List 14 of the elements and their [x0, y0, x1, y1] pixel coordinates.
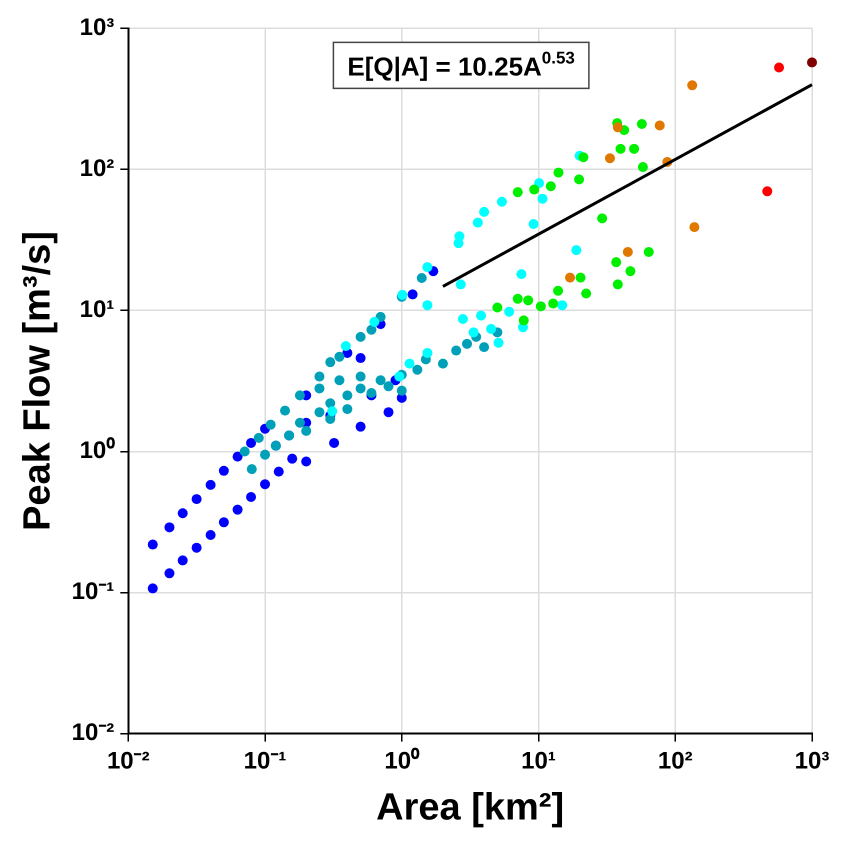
y-tick-label: 10⁻² — [72, 719, 114, 746]
x-tick-label: 10⁰ — [384, 748, 420, 775]
y-axis-title: Peak Flow [m³/s] — [16, 231, 58, 531]
x-tick-label: 10⁻¹ — [244, 748, 286, 775]
x-tick-label: 10⁻² — [106, 748, 150, 775]
x-axis-title: Area [km²] — [376, 786, 564, 829]
y-tick-label: 10⁰ — [80, 437, 116, 464]
y-tick-label: 10³ — [80, 14, 114, 42]
y-tick-label: 10² — [80, 155, 114, 182]
y-tick-label: 10¹ — [80, 296, 114, 324]
y-tick-label: 10⁻¹ — [72, 578, 114, 606]
x-tick-label: 10² — [658, 748, 693, 775]
x-tick-label: 10³ — [794, 748, 830, 775]
x-tick-label: 10¹ — [521, 748, 556, 775]
